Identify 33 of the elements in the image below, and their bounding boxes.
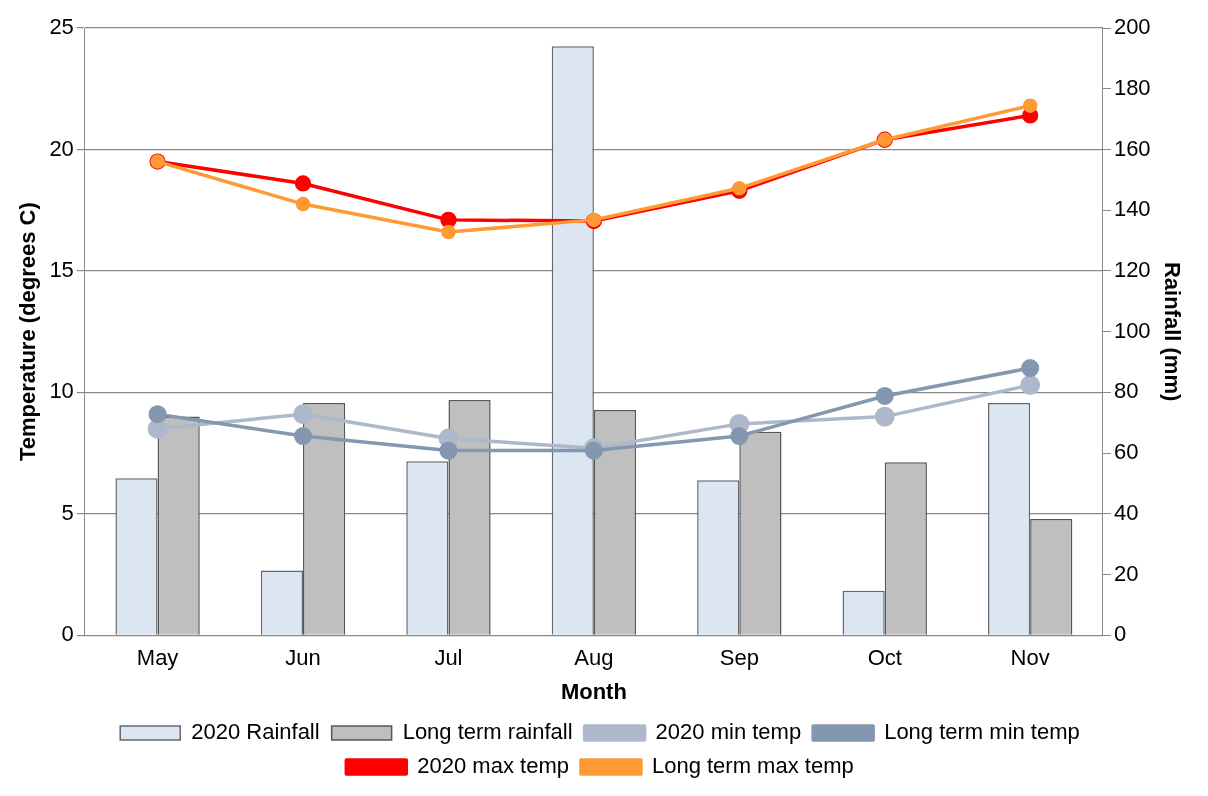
y2-tick-label: 0 xyxy=(1113,621,1127,647)
y2-tick-label: 200 xyxy=(1113,14,1151,40)
y2-axis-title: Rainfall (mm) xyxy=(1159,261,1185,402)
x-tick-label: May xyxy=(136,645,179,671)
y2-tick-label: 120 xyxy=(1113,256,1151,282)
y2-tick-label: 80 xyxy=(1113,378,1139,404)
legend-label: 2020 max temp xyxy=(417,753,569,779)
y-tick-label: 10 xyxy=(49,378,74,404)
legend-label: Long term max temp xyxy=(651,753,854,779)
y2-tick-label: 20 xyxy=(1113,560,1139,586)
y-tick-label: 15 xyxy=(49,256,74,282)
x-tick-label: Jun xyxy=(285,645,321,671)
y-tick-label: 5 xyxy=(61,499,74,525)
y2-tick-label: 180 xyxy=(1113,74,1151,100)
legend-label: Long term min temp xyxy=(884,719,1080,745)
y2-tick-label: 40 xyxy=(1113,499,1139,525)
legend-label: 2020 min temp xyxy=(655,719,802,745)
y-axis-title: Temperature (degrees C) xyxy=(15,202,41,461)
x-axis-title: Month xyxy=(560,678,627,704)
x-tick-label: Nov xyxy=(1010,645,1050,671)
x-tick-label: Aug xyxy=(574,645,614,671)
y2-tick-label: 60 xyxy=(1113,439,1139,465)
x-tick-label: Sep xyxy=(719,645,759,671)
y-tick-label: 25 xyxy=(49,14,74,40)
x-tick-label: Oct xyxy=(867,645,902,671)
y-tick-label: 0 xyxy=(61,621,74,647)
y-tick-label: 20 xyxy=(49,135,74,161)
legend-label: 2020 Rainfall xyxy=(191,719,320,745)
y2-tick-label: 100 xyxy=(1113,317,1151,343)
y2-tick-label: 140 xyxy=(1113,196,1151,222)
x-tick-label: Jul xyxy=(434,645,463,671)
y2-tick-label: 160 xyxy=(1113,135,1151,161)
legend-label: Long term rainfall xyxy=(402,719,573,745)
